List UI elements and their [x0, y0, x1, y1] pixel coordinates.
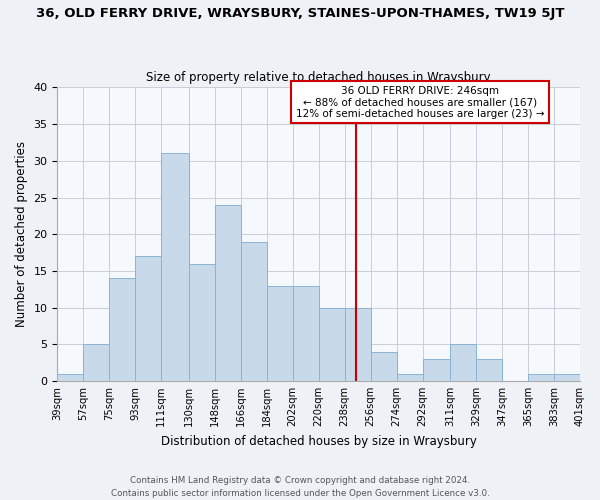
Title: Size of property relative to detached houses in Wraysbury: Size of property relative to detached ho…	[146, 70, 491, 84]
Bar	[189, 264, 215, 381]
Text: 36, OLD FERRY DRIVE, WRAYSBURY, STAINES-UPON-THAMES, TW19 5JT: 36, OLD FERRY DRIVE, WRAYSBURY, STAINES-…	[36, 8, 564, 20]
Bar	[58, 374, 83, 381]
Bar	[136, 256, 161, 381]
Bar	[83, 344, 109, 381]
Bar	[450, 344, 476, 381]
Bar	[344, 308, 371, 381]
Bar	[397, 374, 422, 381]
Bar	[161, 154, 189, 381]
Bar	[422, 359, 450, 381]
Bar	[319, 308, 344, 381]
Bar	[215, 205, 241, 381]
Bar	[554, 374, 580, 381]
X-axis label: Distribution of detached houses by size in Wraysbury: Distribution of detached houses by size …	[161, 434, 476, 448]
Bar	[371, 352, 397, 381]
Bar	[267, 286, 293, 381]
Bar	[476, 359, 502, 381]
Bar	[109, 278, 136, 381]
Bar	[293, 286, 319, 381]
Text: 36 OLD FERRY DRIVE: 246sqm
← 88% of detached houses are smaller (167)
12% of sem: 36 OLD FERRY DRIVE: 246sqm ← 88% of deta…	[296, 86, 544, 118]
Bar	[528, 374, 554, 381]
Bar	[241, 242, 267, 381]
Y-axis label: Number of detached properties: Number of detached properties	[15, 141, 28, 327]
Text: Contains HM Land Registry data © Crown copyright and database right 2024.
Contai: Contains HM Land Registry data © Crown c…	[110, 476, 490, 498]
